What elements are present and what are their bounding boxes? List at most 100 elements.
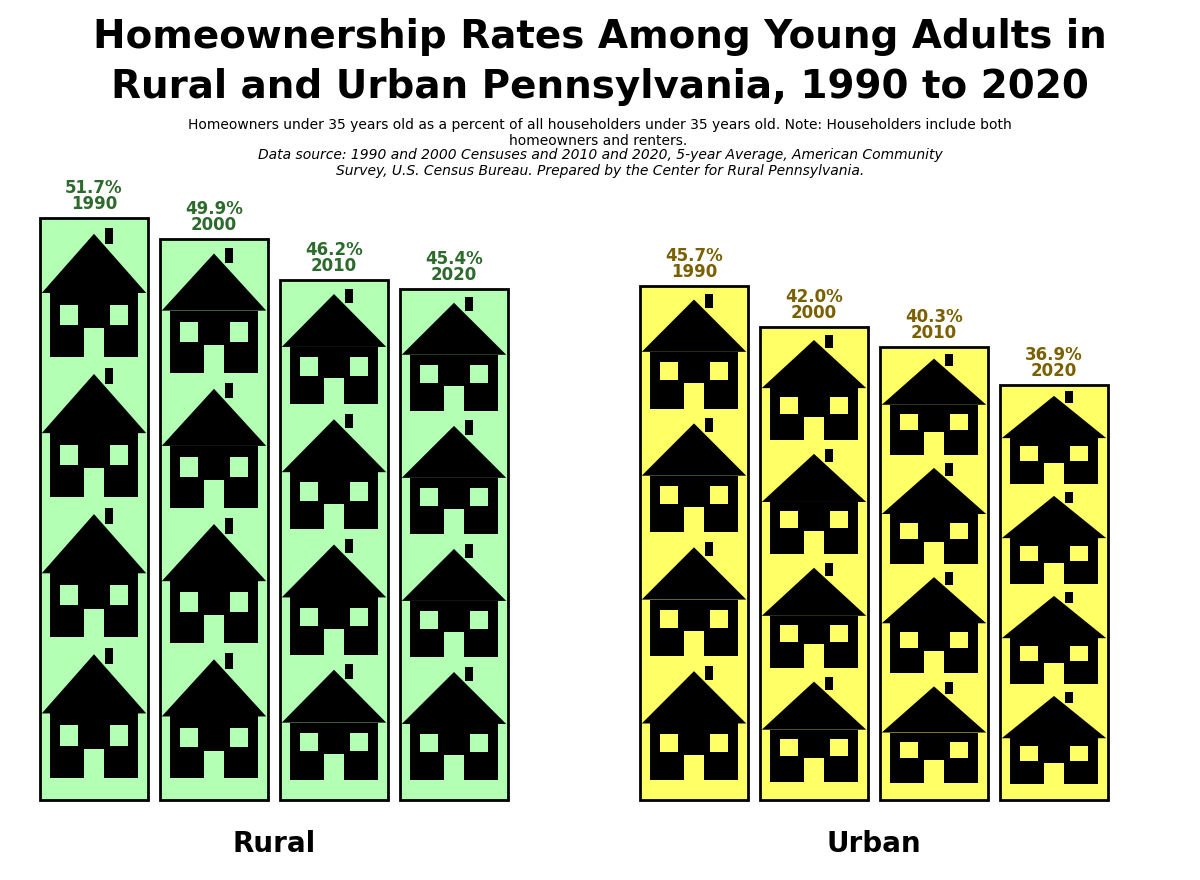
Bar xyxy=(684,383,703,408)
Bar xyxy=(944,354,953,366)
Bar xyxy=(889,623,978,673)
Bar xyxy=(169,581,258,643)
Polygon shape xyxy=(42,234,146,293)
Bar xyxy=(300,357,318,376)
Bar xyxy=(924,651,943,673)
Polygon shape xyxy=(42,654,146,714)
Polygon shape xyxy=(882,686,986,732)
Bar xyxy=(60,585,78,605)
Bar xyxy=(84,609,103,637)
Bar xyxy=(710,610,727,628)
Text: 2000: 2000 xyxy=(791,304,838,322)
Bar xyxy=(804,644,823,668)
Bar xyxy=(350,357,367,376)
Polygon shape xyxy=(642,547,746,599)
Polygon shape xyxy=(762,568,866,616)
Bar xyxy=(924,432,943,455)
Bar xyxy=(710,486,727,504)
Text: 1990: 1990 xyxy=(671,263,718,281)
Bar xyxy=(950,633,967,649)
Polygon shape xyxy=(762,454,866,502)
Text: 46.2%: 46.2% xyxy=(305,241,362,260)
Bar xyxy=(900,742,918,758)
Bar xyxy=(464,421,473,435)
Bar xyxy=(824,562,833,576)
Bar xyxy=(409,355,498,411)
Bar xyxy=(804,531,823,554)
Bar xyxy=(924,541,943,564)
Bar xyxy=(350,733,367,752)
Bar xyxy=(324,503,343,530)
Bar xyxy=(160,238,268,800)
Bar xyxy=(1044,463,1063,484)
Bar xyxy=(180,322,198,341)
Bar xyxy=(60,725,78,745)
Bar xyxy=(444,509,463,534)
Text: 36.9%: 36.9% xyxy=(1025,346,1082,363)
Bar xyxy=(60,304,78,325)
Bar xyxy=(1009,638,1098,684)
Bar xyxy=(464,666,473,680)
Bar xyxy=(649,599,738,656)
Bar xyxy=(780,398,798,414)
Bar xyxy=(649,476,738,532)
Text: Rural: Rural xyxy=(233,830,316,858)
Bar xyxy=(420,488,438,506)
Bar xyxy=(1044,664,1063,684)
Polygon shape xyxy=(282,419,386,473)
Bar xyxy=(769,388,858,440)
Polygon shape xyxy=(762,682,866,730)
Bar xyxy=(684,631,703,656)
Bar xyxy=(300,608,318,626)
Bar xyxy=(1044,563,1063,584)
Bar xyxy=(649,723,738,781)
Text: Survey, U.S. Census Bureau. Prepared by the Center for Rural Pennsylvania.: Survey, U.S. Census Bureau. Prepared by … xyxy=(336,164,864,178)
Bar xyxy=(224,653,233,669)
Bar xyxy=(344,289,353,303)
Bar xyxy=(350,608,367,626)
Bar xyxy=(769,502,858,554)
Bar xyxy=(444,755,463,781)
Bar xyxy=(204,615,223,643)
Bar xyxy=(224,247,233,263)
Bar xyxy=(409,478,498,534)
Bar xyxy=(924,760,943,782)
Bar xyxy=(944,682,953,694)
Polygon shape xyxy=(1002,596,1106,638)
Text: 42.0%: 42.0% xyxy=(785,289,842,306)
Text: homeowners and renters.: homeowners and renters. xyxy=(509,134,691,148)
Bar xyxy=(289,598,378,655)
Bar xyxy=(84,328,103,357)
Bar xyxy=(280,280,388,800)
Bar xyxy=(344,414,353,428)
Text: 2010: 2010 xyxy=(311,257,358,275)
Polygon shape xyxy=(282,545,386,598)
Bar xyxy=(1064,392,1073,403)
Bar xyxy=(824,677,833,690)
Bar xyxy=(649,352,738,408)
Bar xyxy=(230,457,247,477)
Text: Data source: 1990 and 2000 Censuses and 2010 and 2020, 5-year Average, American : Data source: 1990 and 2000 Censuses and … xyxy=(258,148,942,162)
Bar xyxy=(104,508,113,524)
Bar xyxy=(710,734,727,752)
Text: 1990: 1990 xyxy=(71,195,118,213)
Bar xyxy=(230,322,247,341)
Bar xyxy=(104,648,113,664)
Bar xyxy=(704,665,713,680)
Bar xyxy=(49,714,138,778)
Bar xyxy=(224,518,233,533)
Polygon shape xyxy=(1002,696,1106,738)
Bar xyxy=(204,345,223,372)
Bar xyxy=(1020,446,1038,461)
Bar xyxy=(1070,647,1087,661)
Bar xyxy=(710,362,727,380)
Bar xyxy=(300,482,318,501)
Bar xyxy=(900,414,918,429)
Bar xyxy=(1009,738,1098,784)
Bar xyxy=(444,632,463,657)
Bar xyxy=(49,433,138,497)
Bar xyxy=(1064,591,1073,603)
Polygon shape xyxy=(882,577,986,623)
Polygon shape xyxy=(402,672,506,724)
Bar xyxy=(180,728,198,747)
